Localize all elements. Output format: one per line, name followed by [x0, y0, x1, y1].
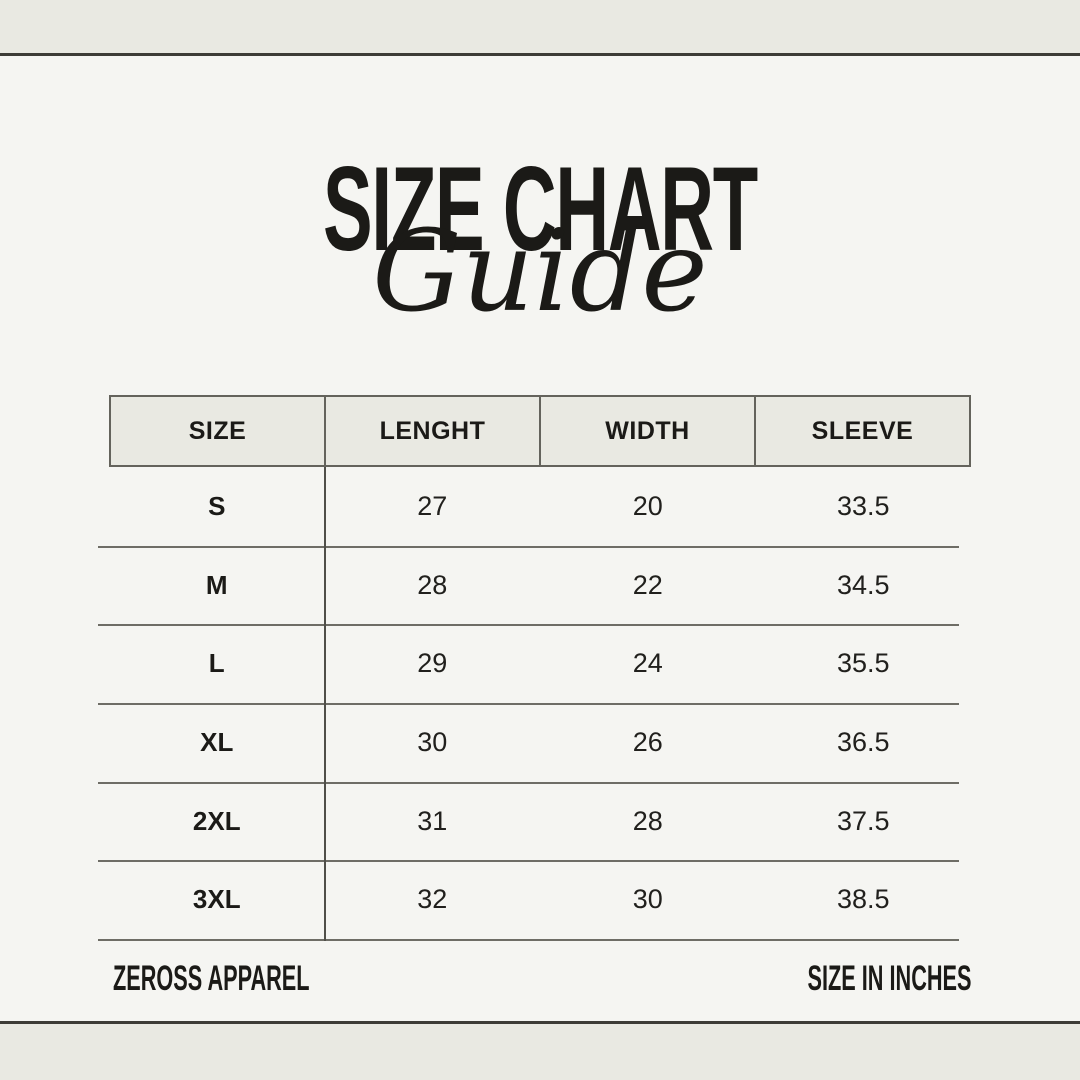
width-cell: 20: [632, 490, 663, 521]
size-column-divider: [324, 467, 326, 941]
column-header-size: SIZE: [188, 416, 247, 445]
width-cell: 26: [632, 726, 663, 757]
size-cell: XL: [200, 726, 234, 757]
row-separator: [98, 782, 959, 784]
length-cell: 29: [417, 648, 448, 679]
width-cell: 28: [632, 805, 663, 836]
size-cell: 3XL: [192, 884, 241, 915]
top-frame-line: [0, 53, 1080, 56]
sleeve-cell: 38.5: [836, 884, 890, 915]
table-row: S 27 20 33.5: [109, 467, 971, 546]
table-bottom-line: [98, 939, 959, 941]
page-title-script: Guide: [372, 207, 708, 337]
width-cell: 22: [632, 569, 663, 600]
length-cell: 27: [417, 490, 448, 521]
size-cell: 2XL: [192, 805, 241, 836]
width-cell: 30: [632, 884, 663, 915]
page-title: SIZE CHART: [323, 142, 758, 276]
row-separator: [98, 703, 959, 705]
bottom-band: [0, 1024, 1080, 1080]
sleeve-cell: 35.5: [836, 648, 890, 679]
unit-note: SIZE IN INCHES: [807, 959, 971, 998]
row-separator: [98, 546, 959, 548]
table-row: L 29 24 35.5: [109, 624, 971, 703]
table-row: 3XL 32 30 38.5: [109, 860, 971, 939]
length-cell: 30: [417, 726, 448, 757]
column-header-length: LENGHT: [324, 397, 539, 465]
table-row: XL 30 26 36.5: [109, 703, 971, 782]
sleeve-cell: 33.5: [836, 490, 890, 521]
length-cell: 31: [417, 805, 448, 836]
bottom-frame-line: [0, 1021, 1080, 1024]
table-row: 2XL 31 28 37.5: [109, 782, 971, 861]
row-separator: [98, 624, 959, 626]
length-cell: 32: [417, 884, 448, 915]
length-cell: 28: [417, 569, 448, 600]
top-band: [0, 0, 1080, 53]
size-cell: M: [205, 569, 228, 600]
brand-name: ZEROSS APPAREL: [113, 959, 310, 998]
width-cell: 24: [632, 648, 663, 679]
row-separator: [98, 860, 959, 862]
size-cell: S: [208, 490, 226, 521]
sleeve-cell: 36.5: [836, 726, 890, 757]
column-header-width: WIDTH: [539, 397, 754, 465]
table-row: M 28 22 34.5: [109, 546, 971, 625]
sleeve-cell: 37.5: [836, 805, 890, 836]
table-header-row: SIZE LENGHT WIDTH SLEEVE: [109, 395, 971, 467]
column-header-sleeve: SLEEVE: [754, 397, 969, 465]
size-cell: L: [208, 648, 225, 679]
table-body: S 27 20 33.5 M 28 22 34.5 L 29 24 35.5 X…: [109, 467, 971, 939]
sleeve-cell: 34.5: [836, 569, 890, 600]
